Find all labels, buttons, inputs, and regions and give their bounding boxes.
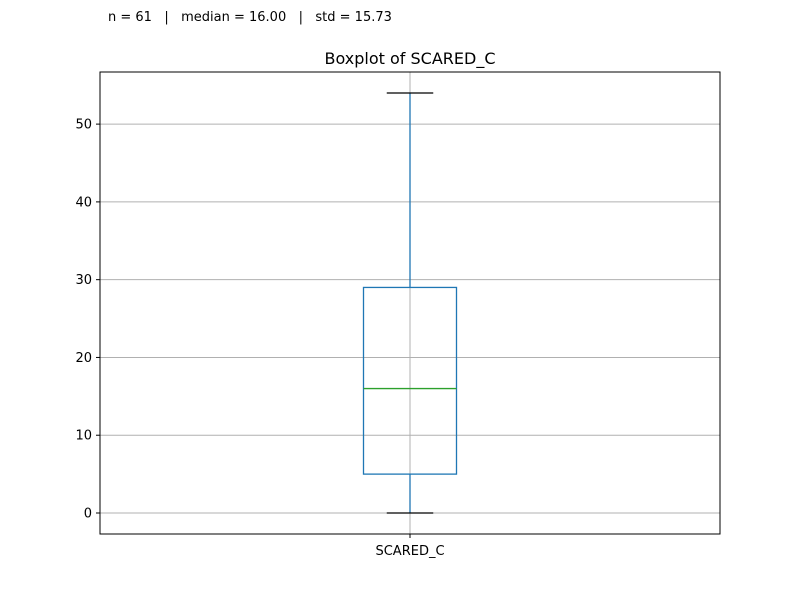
boxplot-marks xyxy=(362,92,458,514)
x-axis-ticks: SCARED_C xyxy=(375,534,445,559)
y-tick-label: 50 xyxy=(75,118,92,133)
iqr-box xyxy=(362,286,458,475)
x-tick-label: SCARED_C xyxy=(375,544,444,559)
y-tick-label: 0 xyxy=(84,507,92,522)
summary-stats-text: n = 61 | median = 16.00 | std = 15.73 xyxy=(108,10,392,25)
y-tick-label: 30 xyxy=(75,273,92,288)
y-tick-label: 20 xyxy=(75,351,92,366)
y-tick-label: 40 xyxy=(75,195,92,210)
chart-title: Boxplot of SCARED_C xyxy=(325,49,496,69)
y-axis-ticks: 0 10 20 30 40 50 xyxy=(75,118,100,522)
y-tick-label: 10 xyxy=(75,429,92,444)
